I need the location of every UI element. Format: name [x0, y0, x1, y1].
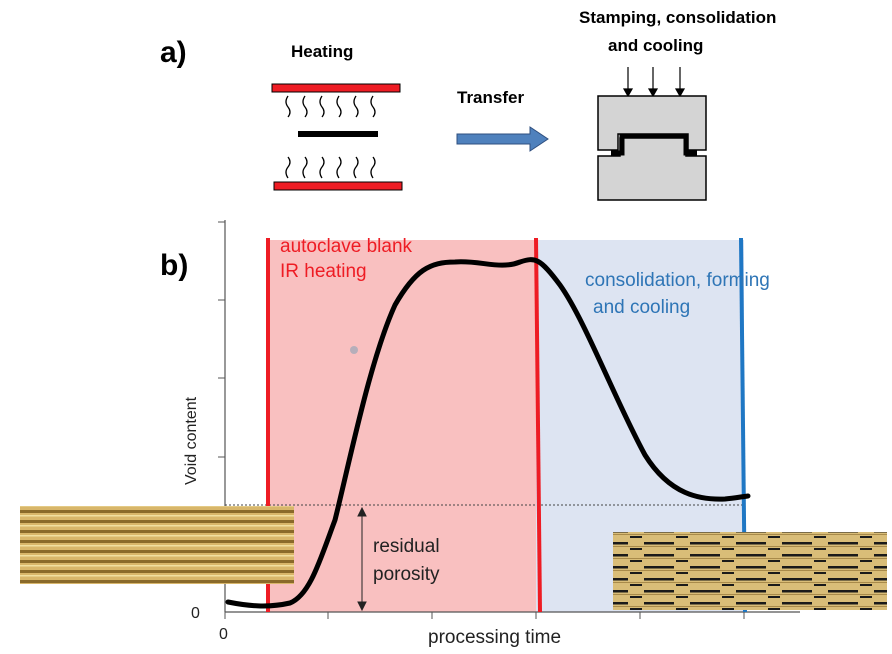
- ir-heater-schematic: [271, 83, 403, 191]
- y-ticks: [218, 221, 225, 536]
- blank-sheet: [298, 131, 378, 137]
- phase-heating-label-1: autoclave blank: [280, 236, 413, 257]
- phase-cooling-label-1: consolidation, forming: [585, 270, 770, 291]
- micrograph-after: [613, 532, 887, 610]
- x-ticks: [224, 612, 745, 619]
- x-axis-label: processing time: [428, 627, 561, 648]
- stamping-label-1: Stamping, consolidation: [579, 8, 776, 27]
- bottom-heat-arrows: [285, 156, 376, 179]
- stamping-press: [597, 67, 707, 201]
- residual-label-1: residual: [373, 536, 440, 557]
- residual-label-2: porosity: [373, 564, 440, 585]
- heating-end-line: [534, 237, 542, 613]
- panel-a-label: a): [160, 36, 187, 69]
- panel-b-label: b): [160, 249, 188, 282]
- void-content-curve: [225, 257, 751, 609]
- bottom-heater: [273, 181, 403, 191]
- stamping-label-2: and cooling: [608, 36, 703, 55]
- top-heater: [271, 83, 401, 93]
- heating-label: Heating: [291, 42, 353, 61]
- transfer-arrow: [456, 126, 549, 152]
- y-zero-label: 0: [191, 605, 200, 622]
- y-axis-label: Void content: [183, 396, 200, 485]
- transfer-label: Transfer: [457, 88, 524, 107]
- phase-heating-label-2: IR heating: [280, 261, 367, 282]
- heating-region: [268, 240, 536, 612]
- top-heat-arrows: [285, 95, 376, 118]
- formed-part: [611, 133, 697, 156]
- press-force-arrows: [622, 67, 686, 98]
- phase-cooling-label-2: and cooling: [593, 297, 690, 318]
- residual-porosity-bracket: [357, 506, 367, 612]
- image-speck: [350, 346, 358, 354]
- x-zero-label: 0: [219, 626, 228, 643]
- micrograph-before: [20, 506, 294, 584]
